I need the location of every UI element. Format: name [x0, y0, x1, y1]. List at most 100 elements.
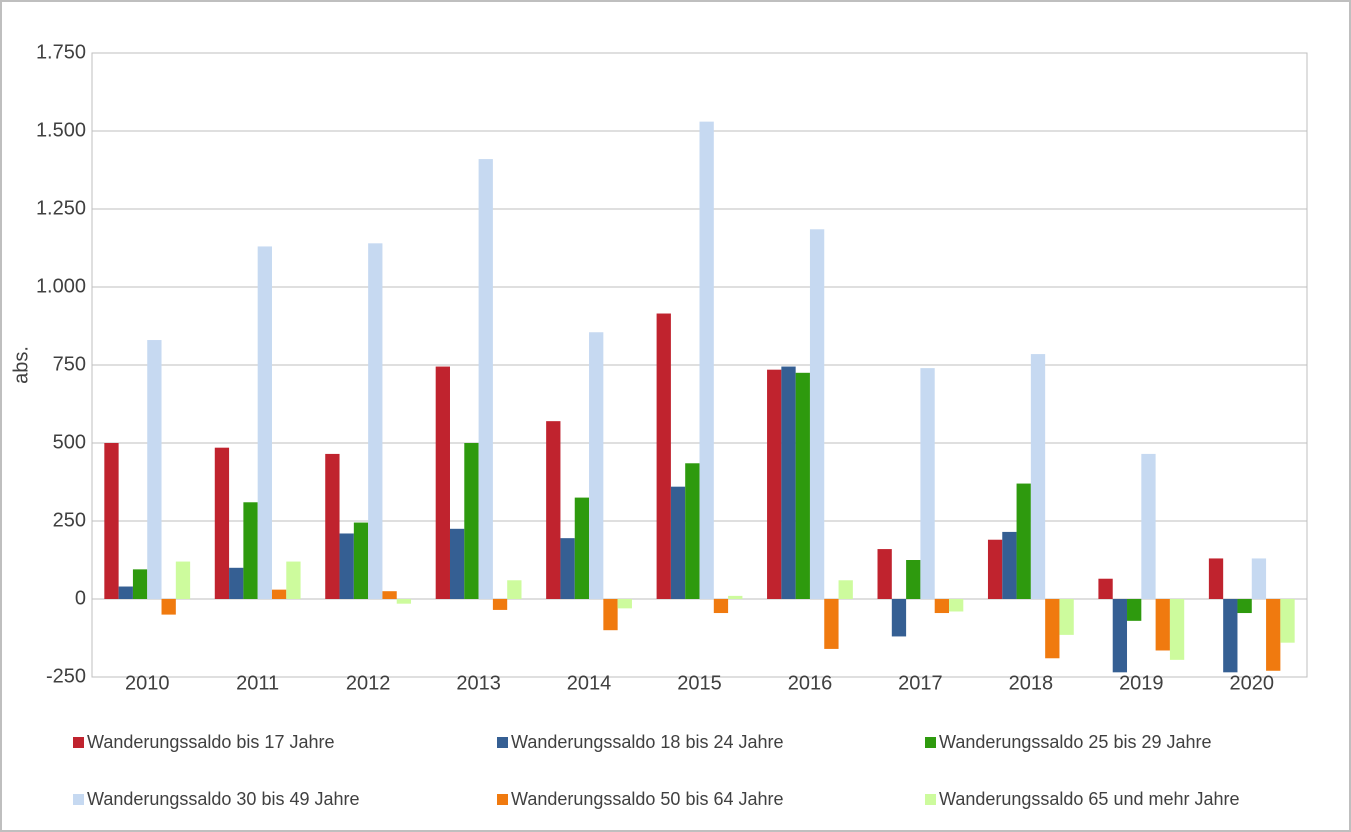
bar [728, 595, 743, 599]
bar [339, 533, 354, 599]
bar [1141, 453, 1156, 599]
bar [713, 599, 729, 614]
bar [1223, 599, 1238, 673]
x-tick-label: 2019 [1119, 672, 1164, 694]
legend-label: Wanderungssaldo 30 bis 49 Jahre [87, 789, 360, 809]
bar [478, 159, 493, 599]
legend-swatch [73, 794, 84, 805]
bar [229, 567, 244, 599]
bar [574, 497, 590, 599]
y-axis-label: abs. [10, 346, 32, 384]
bar [1112, 599, 1128, 673]
x-tick-label: 2017 [898, 672, 943, 694]
legend-label: Wanderungssaldo 18 bis 24 Jahre [511, 732, 784, 752]
bar [891, 599, 907, 637]
bar [1016, 483, 1031, 599]
bar [1127, 599, 1142, 621]
bar [286, 561, 301, 599]
y-tick-label: 0 [75, 587, 86, 609]
bar [656, 313, 671, 599]
bar [877, 549, 892, 599]
bar [809, 229, 825, 599]
x-tick-label: 2012 [346, 672, 391, 694]
x-tick-label: 2016 [788, 672, 833, 694]
legend-swatch [497, 737, 508, 748]
bar [1045, 599, 1060, 659]
bar [464, 443, 479, 599]
bar [118, 586, 133, 599]
y-tick-label: 1.500 [36, 119, 86, 141]
x-tick-label: 2020 [1230, 672, 1275, 694]
bar [589, 332, 604, 599]
y-tick-label: 750 [53, 353, 86, 375]
legend-label: Wanderungssaldo 25 bis 29 Jahre [939, 732, 1212, 752]
bar [492, 599, 508, 610]
bar [560, 538, 575, 599]
bar [175, 561, 191, 599]
legend-swatch [73, 737, 84, 748]
bar [838, 580, 853, 599]
bar [1266, 599, 1281, 671]
bar [132, 569, 148, 599]
y-tick-label: 1.000 [36, 275, 86, 297]
y-tick-label: 1.250 [36, 197, 86, 219]
bar [795, 372, 810, 599]
bar [1251, 558, 1267, 599]
bar [546, 421, 561, 599]
x-tick-label: 2011 [236, 672, 279, 694]
bar [934, 599, 950, 614]
bar [1059, 599, 1074, 635]
bar [368, 243, 383, 599]
bar [161, 599, 176, 615]
bar [987, 539, 1003, 599]
legend-label: Wanderungssaldo 50 bis 64 Jahre [511, 789, 784, 809]
x-tick-label: 2018 [1009, 672, 1054, 694]
x-tick-label: 2014 [567, 672, 612, 694]
bar [1169, 599, 1185, 660]
bar [449, 528, 465, 599]
bar [781, 366, 796, 599]
y-tick-label: 1.750 [36, 41, 86, 63]
bar [257, 246, 272, 599]
x-tick-label: 2010 [125, 672, 170, 694]
bar [382, 591, 397, 599]
bar [1155, 599, 1170, 651]
bar [147, 340, 162, 599]
bar [906, 560, 921, 599]
y-tick-label: 500 [53, 431, 86, 453]
bar [1280, 599, 1295, 643]
bar [603, 599, 618, 631]
bar [920, 368, 935, 599]
bar [353, 522, 369, 599]
bar [243, 502, 258, 599]
x-tick-label: 2013 [456, 672, 501, 694]
bar [824, 599, 839, 649]
bar [435, 366, 450, 599]
bar [685, 463, 700, 599]
bar [670, 486, 686, 599]
legend-label: Wanderungssaldo bis 17 Jahre [87, 732, 334, 752]
legend-label: Wanderungssaldo 65 und mehr Jahre [939, 789, 1240, 809]
bar [1030, 354, 1046, 599]
bar [1098, 578, 1113, 599]
legend-swatch [925, 737, 936, 748]
bar [1208, 558, 1224, 599]
bar [507, 580, 522, 599]
bar [104, 443, 119, 599]
bar [325, 453, 340, 599]
bar [271, 589, 287, 599]
legend-swatch [497, 794, 508, 805]
bar [949, 599, 964, 612]
bar [396, 599, 412, 604]
y-tick-label: -250 [46, 665, 86, 687]
x-tick-label: 2015 [677, 672, 722, 694]
bar [1237, 599, 1252, 614]
bar [617, 599, 632, 609]
legend-swatch [925, 794, 936, 805]
bar [767, 369, 782, 599]
bar [699, 121, 714, 599]
bar [214, 447, 230, 599]
y-tick-label: 250 [53, 509, 86, 531]
